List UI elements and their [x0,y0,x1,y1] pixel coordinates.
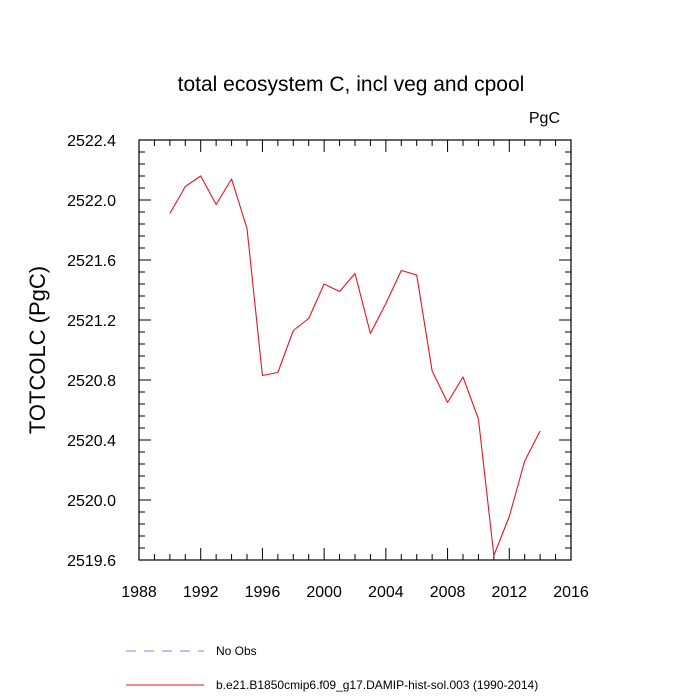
chart-title: total ecosystem C, incl veg and cpool [178,73,525,96]
y-axis-label: TOTCOLC (PgC) [25,266,50,434]
axis-ticks [138,139,572,561]
y-tick-labels: 2519.6 2520.0 2520.4 2520.8 2521.2 2521.6 2522… [67,133,116,570]
x-tick-label: 2012 [491,584,527,601]
x-tick-label: 1996 [245,584,281,601]
x-tick-label: 2004 [368,584,404,601]
legend-label: b.e21.B1850cmip6.f09_g17.DAMIP-hist-sol.… [216,678,538,692]
y-tick-label: 2521.6 [67,253,116,270]
x-tick-label: 2016 [553,584,589,601]
y-tick-label: 2520.0 [67,493,116,510]
y-tick-label: 2520.4 [67,433,116,450]
y-tick-label: 2521.2 [67,313,116,330]
y-tick-label: 2520.8 [67,373,116,390]
y-tick-label: 2522.4 [67,133,116,150]
x-tick-labels: 1988 1992 1996 2000 2004 2008 2012 2016 [121,584,589,601]
legend: No Obs b.e21.B1850cmip6.f09_g17.DAMIP-his… [126,644,538,692]
x-tick-label: 1988 [121,584,157,601]
series-layer [169,175,541,557]
series-line [169,175,541,557]
x-tick-label: 2008 [430,584,466,601]
plot-frame [138,139,572,561]
y-tick-label: 2519.6 [67,553,116,570]
x-tick-label: 2000 [306,584,342,601]
legend-label: No Obs [216,644,257,658]
x-tick-label: 1992 [183,584,219,601]
units-label: PgC [529,110,560,127]
y-tick-label: 2522.0 [67,193,116,210]
